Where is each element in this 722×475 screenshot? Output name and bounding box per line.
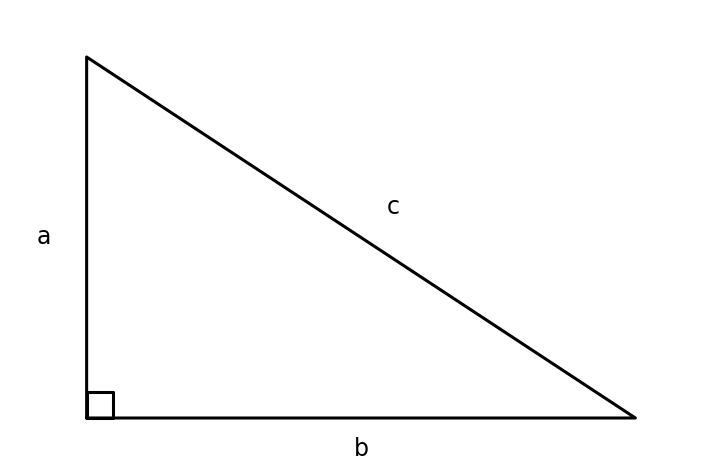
Text: a: a <box>36 226 51 249</box>
Text: b: b <box>354 437 368 461</box>
Text: c: c <box>387 195 400 219</box>
